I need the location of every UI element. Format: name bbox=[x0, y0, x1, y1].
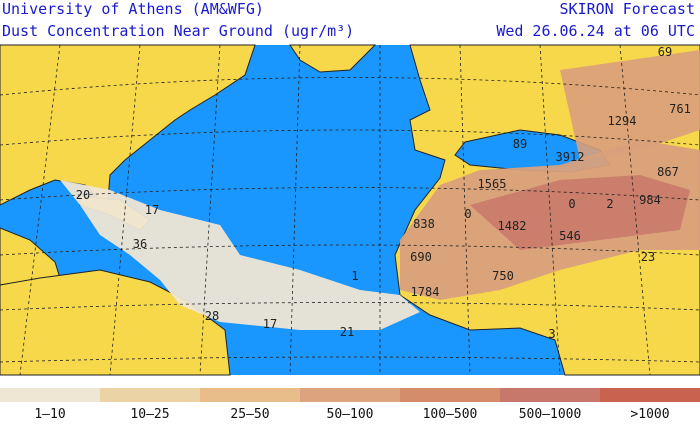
map-value-label: 3912 bbox=[556, 150, 585, 164]
dust-east bbox=[560, 50, 700, 160]
legend-label: 100–500 bbox=[423, 407, 478, 421]
map-value-label: 69 bbox=[658, 45, 672, 59]
header-date: Wed 26.06.24 at 06 UTC bbox=[496, 22, 695, 40]
map-value-label: 28 bbox=[205, 309, 219, 323]
legend-label: 25–50 bbox=[230, 407, 269, 421]
legend-label: 1–10 bbox=[34, 407, 65, 421]
legend-label: >1000 bbox=[630, 407, 669, 421]
map-value-label: 867 bbox=[657, 165, 679, 179]
map-value-label: 2 bbox=[606, 197, 613, 211]
map-value-label: 17 bbox=[145, 203, 159, 217]
dust-core bbox=[470, 175, 690, 250]
map-value-label: 20 bbox=[76, 188, 90, 202]
map-value-label: 21 bbox=[340, 325, 354, 339]
legend-swatch bbox=[0, 388, 100, 402]
legend-swatch bbox=[500, 388, 600, 402]
map-value-label: 17 bbox=[263, 317, 277, 331]
legend-swatch bbox=[300, 388, 400, 402]
header-subtitle: Dust Concentration Near Ground (ugr/m³) bbox=[2, 22, 354, 40]
legend: 1–10 10–25 25–50 50–100 100–500 500–1000 >1000 bbox=[0, 388, 700, 422]
north-america bbox=[0, 44, 256, 206]
map-value-label: 36 bbox=[133, 237, 147, 251]
map-value-label: 1784 bbox=[411, 285, 440, 299]
legend-swatch bbox=[100, 388, 200, 402]
map-value-label: 546 bbox=[559, 229, 581, 243]
map-value-label: 1 bbox=[351, 269, 358, 283]
map-value-label: 1565 bbox=[478, 177, 507, 191]
map-value-label: 23 bbox=[641, 250, 655, 264]
map-value-label: 690 bbox=[410, 250, 432, 264]
dust-plume bbox=[60, 180, 420, 330]
map-value-label: 1482 bbox=[498, 219, 527, 233]
map-value-label: 3 bbox=[548, 327, 555, 341]
legend-label: 50–100 bbox=[327, 407, 374, 421]
graticule bbox=[0, 44, 700, 376]
legend-swatch bbox=[400, 388, 500, 402]
parallels bbox=[0, 77, 700, 363]
map-value-label: 750 bbox=[492, 269, 514, 283]
map-labels: 20 17 36 28 17 21 1 838 0 1565 1482 0 546 2 984 867 3912… bbox=[76, 45, 691, 341]
map-value-label: 838 bbox=[413, 217, 435, 231]
legend-label: 10–25 bbox=[130, 407, 169, 421]
map: 20 17 36 28 17 21 1 838 0 1565 1482 0 546 2 984 867 3912… bbox=[0, 44, 700, 376]
header-model: SKIRON Forecast bbox=[560, 0, 695, 18]
header-title: University of Athens (AM&WFG) bbox=[2, 0, 264, 18]
map-value-label: 89 bbox=[513, 137, 527, 151]
map-value-label: 984 bbox=[639, 193, 661, 207]
legend-swatch bbox=[600, 388, 700, 402]
map-value-label: 1294 bbox=[608, 114, 637, 128]
greenland bbox=[289, 44, 377, 73]
meridians bbox=[19, 44, 651, 376]
map-value-label: 761 bbox=[669, 102, 691, 116]
legend-swatch bbox=[200, 388, 300, 402]
legend-label: 500–1000 bbox=[519, 407, 582, 421]
map-value-label: 0 bbox=[464, 207, 471, 221]
map-value-label: 0 bbox=[568, 197, 575, 211]
